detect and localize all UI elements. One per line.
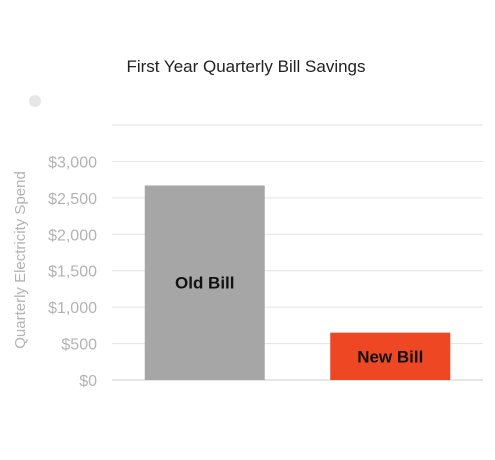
y-tick-label: $500	[61, 337, 97, 354]
bars	[144, 185, 451, 380]
bar-new-bill[interactable]	[330, 332, 451, 380]
bar-labels: Old Bill New Bill	[175, 274, 423, 367]
y-tick-label: $2,000	[48, 227, 97, 244]
y-tick-label: $0	[79, 373, 97, 390]
y-tick-label: $1,500	[48, 264, 97, 281]
y-tick-label: $3,000	[48, 154, 97, 171]
bar-label: New Bill	[357, 347, 423, 366]
y-tick-label: $2,500	[48, 191, 97, 208]
chart-title: First Year Quarterly Bill Savings	[126, 57, 365, 76]
y-axis-ticks: $0 $500 $1,000 $1,500 $2,000 $2,500 $3,000	[48, 154, 97, 390]
y-tick-label: $1,000	[48, 300, 97, 317]
bar-label: Old Bill	[175, 274, 235, 293]
bar-old-bill[interactable]	[144, 185, 265, 380]
legend-dot-icon	[29, 95, 41, 107]
y-axis-label: Quarterly Electricity Spend	[12, 171, 29, 349]
